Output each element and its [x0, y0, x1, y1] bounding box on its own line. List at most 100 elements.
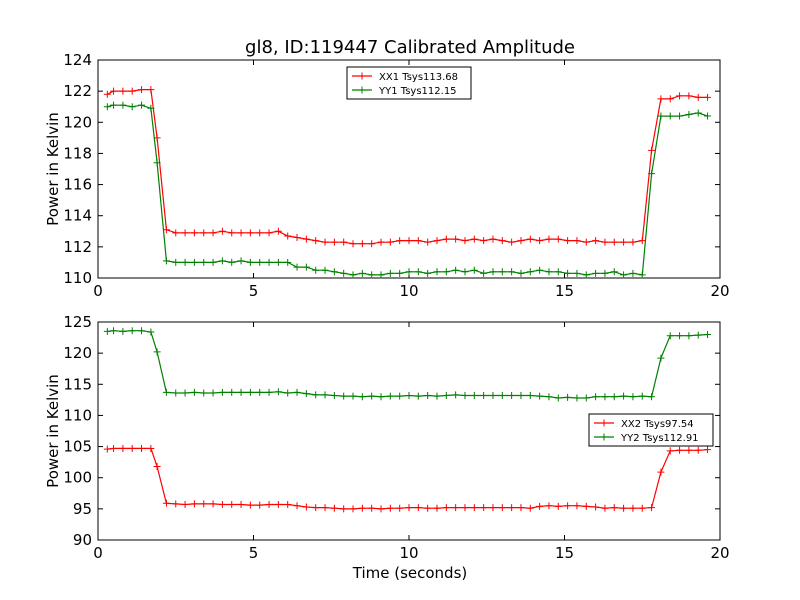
data-point-marker: [218, 500, 226, 508]
data-point-marker: [228, 388, 236, 396]
data-point-marker: [470, 235, 478, 243]
data-point-marker: [181, 389, 189, 397]
data-point-marker: [209, 258, 217, 266]
data-point-marker: [676, 332, 684, 340]
legend-label: YY1 Tsys112.15: [378, 86, 457, 97]
data-point-marker: [293, 263, 301, 271]
data-point-marker: [284, 389, 292, 397]
data-point-marker: [349, 505, 357, 513]
data-point-marker: [128, 327, 136, 335]
data-point-marker: [433, 237, 441, 245]
data-point-marker: [321, 391, 329, 399]
data-point-marker: [128, 444, 136, 452]
data-point-marker: [228, 229, 236, 237]
x-tick-label: 10: [399, 544, 418, 562]
data-point-marker: [657, 354, 665, 362]
data-point-marker: [162, 226, 170, 234]
data-point-marker: [153, 159, 161, 167]
data-point-marker: [368, 392, 376, 400]
data-point-marker: [564, 237, 572, 245]
data-point-marker: [461, 237, 469, 245]
data-point-marker: [554, 502, 562, 510]
data-point-marker: [209, 229, 217, 237]
data-point-marker: [536, 237, 544, 245]
data-point-marker: [610, 268, 618, 276]
data-point-marker: [526, 391, 534, 399]
data-point-marker: [200, 229, 208, 237]
x-tick-label: 15: [555, 282, 574, 300]
data-point-marker: [153, 348, 161, 356]
data-point-marker: [265, 258, 273, 266]
data-point-marker: [358, 269, 366, 277]
data-point-marker: [228, 258, 236, 266]
data-point-marker: [536, 266, 544, 274]
data-point-marker: [414, 504, 422, 512]
data-point-marker: [629, 238, 637, 246]
data-point-marker: [582, 502, 590, 510]
data-point-marker: [704, 446, 712, 454]
data-point-marker: [629, 269, 637, 277]
data-point-marker: [526, 268, 534, 276]
data-point-marker: [119, 101, 127, 109]
data-point-marker: [433, 268, 441, 276]
data-point-marker: [256, 388, 264, 396]
data-point-marker: [256, 258, 264, 266]
y-tick-label: 115: [63, 375, 92, 393]
data-point-marker: [119, 87, 127, 95]
data-point-marker: [704, 93, 712, 101]
data-point-marker: [508, 238, 516, 246]
data-point-marker: [405, 504, 413, 512]
data-point-marker: [685, 446, 693, 454]
data-point-marker: [442, 235, 450, 243]
data-point-marker: [470, 391, 478, 399]
data-point-marker: [119, 327, 127, 335]
data-point-marker: [694, 93, 702, 101]
data-point-marker: [396, 237, 404, 245]
data-point-marker: [396, 269, 404, 277]
data-point-marker: [442, 391, 450, 399]
data-point-marker: [246, 501, 254, 509]
x-tick-label: 0: [93, 544, 103, 562]
data-point-marker: [629, 393, 637, 401]
x-tick-label: 5: [249, 282, 259, 300]
data-point-marker: [498, 268, 506, 276]
data-point-marker: [349, 240, 357, 248]
data-point-marker: [414, 392, 422, 400]
data-point-marker: [284, 500, 292, 508]
data-point-marker: [704, 112, 712, 120]
y-tick-label: 110: [63, 406, 92, 424]
data-point-marker: [620, 271, 628, 279]
x-tick-label: 15: [555, 544, 574, 562]
y-axis-label: Power in Kelvin: [44, 374, 62, 488]
data-point-marker: [293, 234, 301, 242]
data-point-marker: [433, 504, 441, 512]
data-point-marker: [237, 257, 245, 265]
data-point-marker: [694, 109, 702, 117]
data-point-marker: [424, 391, 432, 399]
data-point-marker: [349, 271, 357, 279]
data-point-marker: [480, 504, 488, 512]
data-point-marker: [312, 237, 320, 245]
data-point-marker: [657, 468, 665, 476]
data-point-marker: [110, 101, 118, 109]
data-point-marker: [330, 391, 338, 399]
data-point-marker: [442, 504, 450, 512]
data-point-marker: [592, 503, 600, 511]
x-tick-label: 10: [399, 282, 418, 300]
data-point-marker: [592, 269, 600, 277]
data-point-marker: [256, 229, 264, 237]
y-tick-label: 124: [63, 51, 92, 69]
data-point-marker: [526, 235, 534, 243]
data-point-marker: [508, 504, 516, 512]
data-point-marker: [545, 393, 553, 401]
data-point-marker: [629, 504, 637, 512]
data-point-marker: [147, 328, 155, 336]
data-point-marker: [190, 229, 198, 237]
data-point-marker: [246, 258, 254, 266]
data-point-marker: [498, 391, 506, 399]
data-point-marker: [103, 90, 111, 98]
y-tick-label: 122: [63, 82, 92, 100]
data-point-marker: [517, 391, 525, 399]
data-point-marker: [601, 238, 609, 246]
data-point-marker: [517, 237, 525, 245]
